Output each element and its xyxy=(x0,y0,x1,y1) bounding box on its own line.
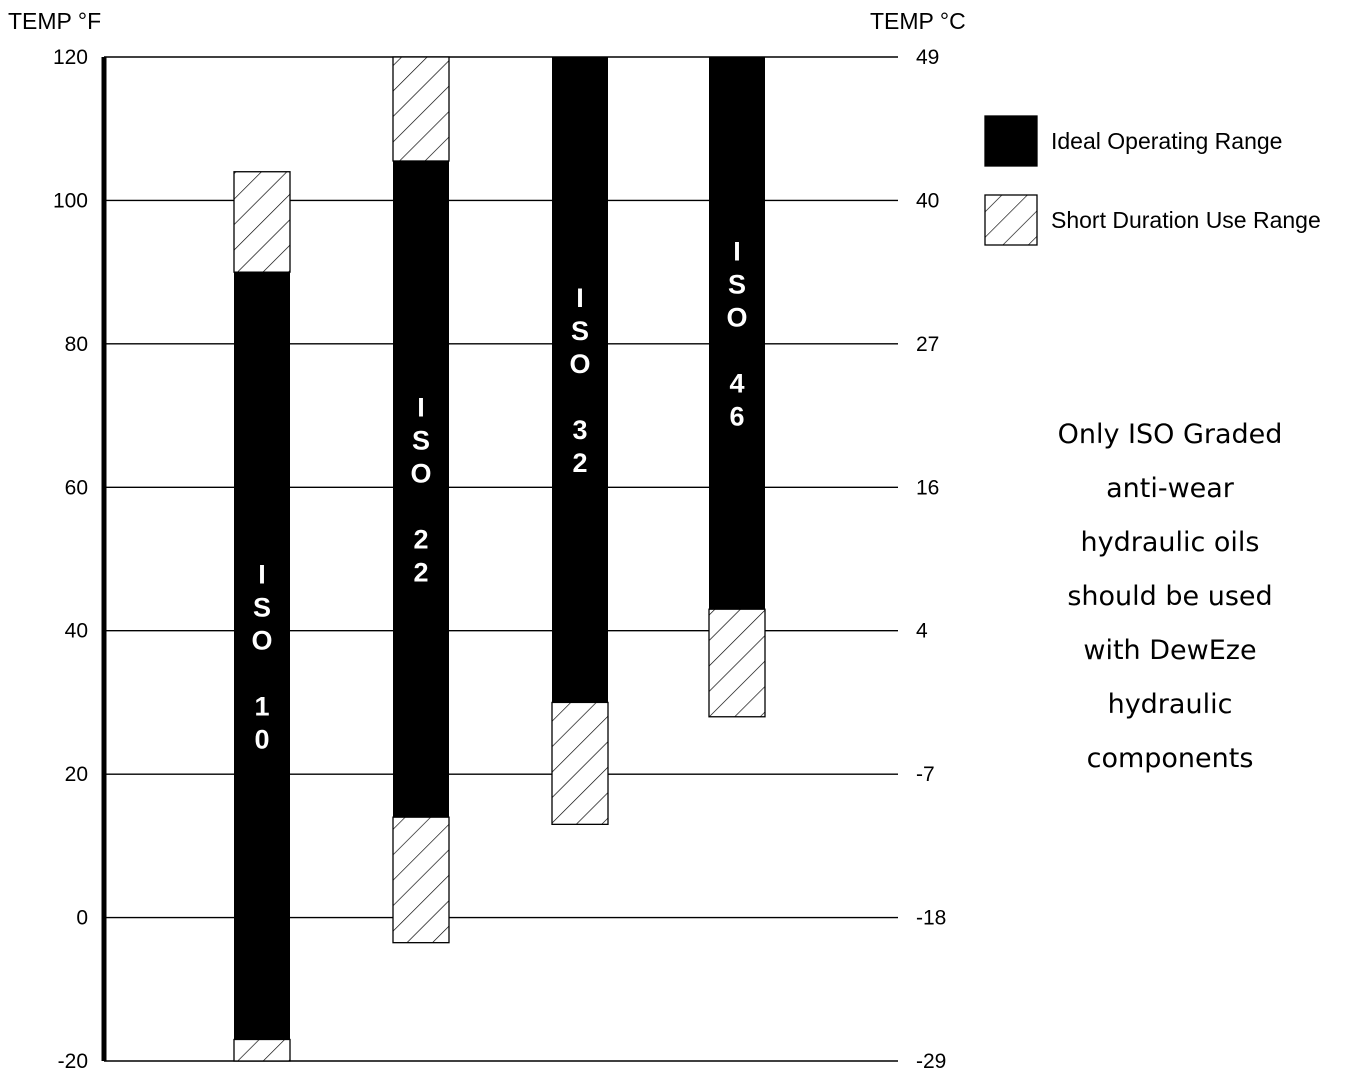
right-tick-label: 49 xyxy=(916,46,939,69)
note-line: components xyxy=(1086,743,1254,774)
left-tick-label: 40 xyxy=(65,620,88,643)
note-line: hydraulic oils xyxy=(1080,527,1260,558)
left-tick-label: 20 xyxy=(65,763,88,786)
note-line: hydraulic xyxy=(1107,689,1233,720)
legend: Ideal Operating Range Short Duration Use … xyxy=(984,115,1321,246)
bar-label-char: 2 xyxy=(572,448,587,478)
right-tick-label: -18 xyxy=(916,907,946,930)
bar-label-char: 2 xyxy=(413,525,428,555)
left-tick-label: 60 xyxy=(65,476,88,499)
left-tick-label: 120 xyxy=(53,46,88,69)
bar-label-char: S xyxy=(412,426,430,456)
bar-label-char: 2 xyxy=(413,558,428,588)
bar-iso-32: ISO 32 xyxy=(551,57,609,825)
bar-label-char: S xyxy=(728,270,746,300)
ideal-range xyxy=(552,57,608,703)
bar-label-char: O xyxy=(726,303,747,333)
legend-label-ideal: Ideal Operating Range xyxy=(1051,128,1282,154)
bar-label-char: 0 xyxy=(254,724,269,754)
bar-label-char: S xyxy=(571,316,589,346)
bar-iso-22: ISO 22 xyxy=(392,56,450,944)
right-tick-label: -7 xyxy=(916,763,935,786)
right-tick-label: 27 xyxy=(916,333,939,356)
right-tick-label: -29 xyxy=(916,1050,946,1073)
left-axis-title: TEMP °F xyxy=(8,8,102,34)
bar-label-char: I xyxy=(417,393,425,423)
short-duration-lower xyxy=(233,1038,291,1062)
ideal-range xyxy=(393,160,449,818)
right-tick-label: 4 xyxy=(916,620,928,643)
bar-iso-10: ISO 10 xyxy=(233,171,291,1062)
bar-label-char: I xyxy=(258,559,266,589)
legend-label-short: Short Duration Use Range xyxy=(1051,207,1321,233)
bar-label-char: I xyxy=(576,283,584,313)
note-line: should be used xyxy=(1067,581,1273,612)
ideal-range xyxy=(709,57,765,610)
right-axis-title: TEMP °C xyxy=(870,8,966,34)
note-line: anti-wear xyxy=(1106,473,1234,504)
bar-label-char: 1 xyxy=(254,691,269,721)
note-line: with DewEze xyxy=(1083,635,1257,666)
left-tick-label: -20 xyxy=(58,1050,88,1073)
bar-iso-46: ISO 46 xyxy=(708,57,766,718)
bar-label-char: O xyxy=(410,459,431,489)
note-line: Only ISO Graded xyxy=(1057,419,1283,450)
right-tick-label: 40 xyxy=(916,189,939,212)
left-tick-label: 80 xyxy=(65,333,88,356)
usage-note: Only ISO Graded anti-wear hydraulic oils… xyxy=(1010,408,1330,786)
bar-label-char: 3 xyxy=(572,415,587,445)
bar-label-char: S xyxy=(253,592,271,622)
legend-swatch-short xyxy=(984,194,1038,246)
bar-label-char: O xyxy=(569,349,590,379)
bar-label-char: 4 xyxy=(729,369,744,399)
short-duration-lower xyxy=(708,608,766,718)
left-tick-label: 100 xyxy=(53,189,88,212)
bar-label-char: I xyxy=(733,237,741,267)
left-tick-label: 0 xyxy=(76,907,88,930)
short-duration-upper xyxy=(392,56,450,162)
bar-label-char: 6 xyxy=(729,402,744,432)
short-duration-upper xyxy=(233,171,291,273)
grid-lines xyxy=(104,56,898,1062)
bar-label-char: O xyxy=(251,625,272,655)
ideal-range xyxy=(234,272,290,1040)
legend-swatch-ideal xyxy=(984,115,1038,167)
short-duration-lower xyxy=(551,701,609,825)
right-tick-label: 16 xyxy=(916,476,939,499)
short-duration-lower xyxy=(392,816,450,944)
